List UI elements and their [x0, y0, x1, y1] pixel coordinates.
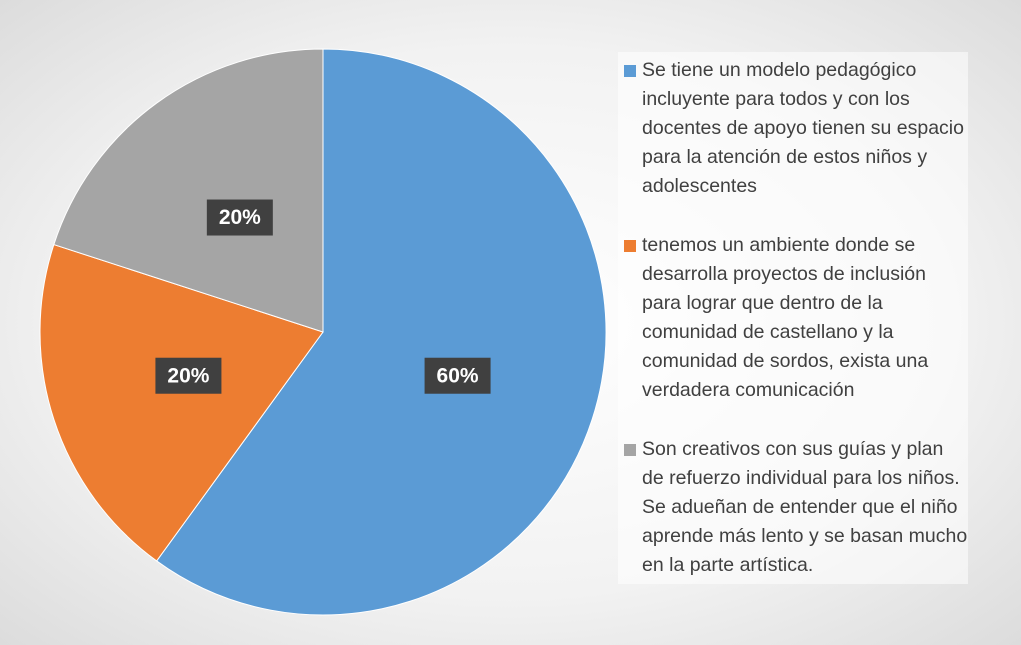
data-label: 60% [437, 364, 479, 387]
legend: Se tiene un modelo pedagógico incluyente… [618, 52, 968, 584]
legend-item: Se tiene un modelo pedagógico incluyente… [618, 56, 968, 201]
legend-swatch [624, 444, 636, 456]
pie-slice [39, 243, 324, 562]
data-label-bg [206, 199, 273, 236]
data-label: 20% [219, 206, 261, 229]
data-label: 20% [167, 364, 209, 387]
legend-label: Se tiene un modelo pedagógico incluyente… [642, 59, 964, 197]
legend-item: Son creativos con sus guías y plan de re… [618, 435, 968, 580]
data-label-bg [424, 357, 491, 394]
pie-slice [53, 48, 324, 333]
legend-label: Son creativos con sus guías y plan de re… [642, 438, 968, 576]
legend-swatch [624, 240, 636, 252]
pie-slice [155, 48, 607, 616]
data-label-bg [155, 357, 222, 394]
legend-label: tenemos un ambiente donde se desarrolla … [642, 234, 929, 401]
legend-swatch [624, 65, 636, 77]
legend-item: tenemos un ambiente donde se desarrolla … [618, 231, 968, 405]
